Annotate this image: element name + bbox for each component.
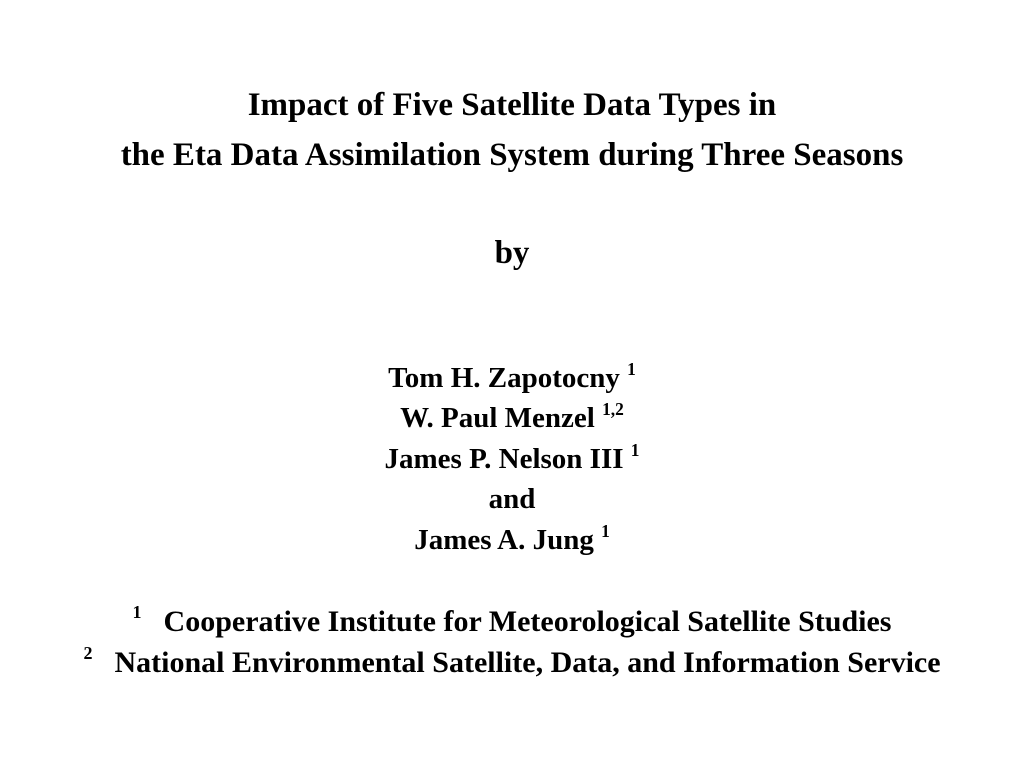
author-1: Tom H. Zapotocny 1 [0, 360, 1024, 394]
author-2: W. Paul Menzel 1,2 [0, 400, 1024, 434]
affiliation-1: 1 Cooperative Institute for Meteorologica… [0, 603, 1024, 638]
title-line-1: Impact of Five Satellite Data Types in [247, 87, 777, 123]
affiliation-number: 2 [83, 643, 93, 664]
conjunction: and [488, 483, 536, 515]
author-name: James A. Jung [414, 524, 594, 556]
author-name: Tom H. Zapotocny [388, 362, 620, 394]
author-name: James P. Nelson III [384, 443, 624, 475]
author-name: W. Paul Menzel [400, 402, 595, 434]
author-3: James P. Nelson III 1 [0, 441, 1024, 475]
title-line-2: the Eta Data Assimilation System during … [120, 137, 904, 173]
author-superscript: 1 [627, 358, 636, 379]
affiliation-number: 1 [132, 602, 142, 623]
author-superscript: 1 [630, 439, 640, 460]
affiliation-text: Cooperative Institute for Meteorological… [163, 605, 892, 638]
author-superscript: 1,2 [602, 398, 624, 419]
affiliation-2: 2 National Environmental Satellite, Data,… [0, 644, 1024, 679]
by-label: by [494, 235, 530, 271]
and-label: and [0, 485, 1024, 514]
author-superscript: 1 [601, 520, 610, 541]
author-4: James A. Jung 1 [0, 522, 1024, 556]
affiliation-text: National Environmental Satellite, Data, … [114, 646, 941, 679]
